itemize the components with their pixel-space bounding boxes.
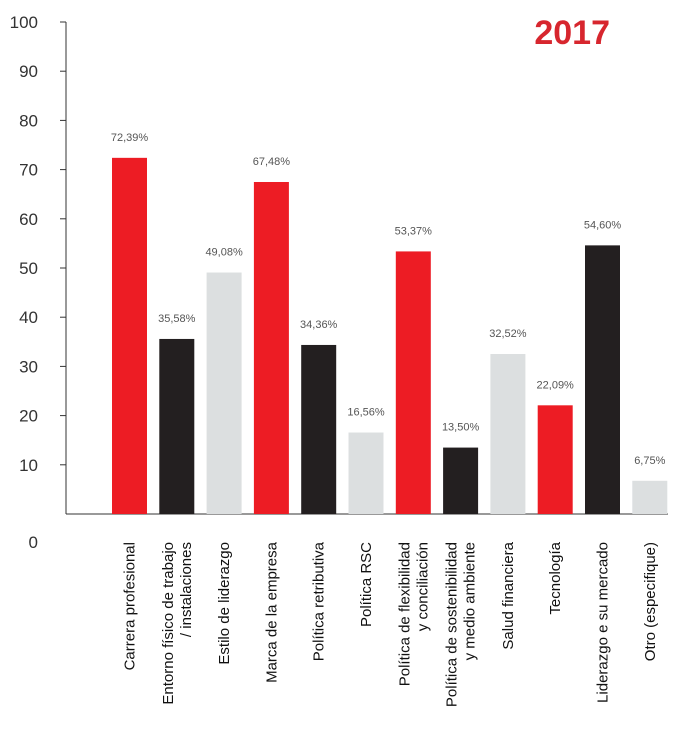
data-label: 6,75% [634,455,665,467]
category-label: Tecnología [547,541,564,614]
data-label: 35,58% [158,313,196,325]
category-label-line: Salud financiera [500,541,517,649]
category-label-line: y conciliación [414,542,431,631]
bar [159,338,195,514]
category-label: Política retributiva [311,541,328,661]
bars [112,157,668,515]
category-label-line: Otro (especifique) [642,542,659,661]
y-tick-label: 0 [29,533,38,552]
bar [206,272,242,514]
bar [443,447,479,514]
category-label: Otro (especifique) [642,542,659,661]
category-label: Estilo de liderazgo [216,542,233,665]
data-label: 34,36% [300,319,338,331]
y-tick-label: 20 [19,407,38,426]
category-label: Carrera profesional [122,542,139,670]
category-label-line: Tecnología [547,541,564,614]
category-label-line: Política retributiva [311,541,328,661]
chart-title: 2017 [534,14,610,52]
category-label-line: Marca de la empresa [263,541,280,683]
category-labels: Carrera profesional Entorno físico de tra… [122,541,659,707]
bar [348,432,384,514]
y-tick-label: 60 [19,210,38,229]
category-label-line: Política RSC [358,542,375,627]
y-tick-label: 100 [10,13,38,32]
bar [490,354,526,514]
category-label-line: Entorno físico de trabajo [160,542,177,705]
category-label-line: Liderazgo e su mercado [595,542,612,703]
bar [537,405,573,514]
category-label-line: Política de sostenibilidad [444,542,461,707]
category-label: Política de flexibilidad y conciliación [396,542,431,686]
y-tick-label: 40 [19,308,38,327]
category-label-line: Política de flexibilidad [396,542,413,686]
y-tick-label: 90 [19,62,38,81]
value-labels: 72,39% 35,58% 49,08% 67,48% 34,36% 16,56% 53,3… [111,132,666,467]
data-label: 54,60% [584,219,622,231]
bar [112,157,147,515]
bar [395,251,431,514]
data-label: 16,56% [347,407,385,419]
data-label: 49,08% [205,247,243,259]
bar [585,245,620,515]
y-tick-label: 70 [19,161,38,180]
category-label: Marca de la empresa [263,541,280,683]
category-label: Liderazgo e su mercado [595,542,612,703]
data-label: 72,39% [111,132,149,144]
y-tick-label: 50 [19,259,38,278]
data-label: 67,48% [253,156,291,168]
category-label-line: / instalaciones [178,542,195,637]
bar [253,181,289,514]
category-label-line: y medio ambiente [462,542,479,660]
data-label: 22,09% [537,379,575,391]
category-label: Entorno físico de trabajo / instalaciones [160,542,195,705]
y-tick-label: 30 [19,357,38,376]
y-tick-label: 80 [19,111,38,130]
category-label: Salud financiera [500,541,517,649]
y-tick-label: 10 [19,456,38,475]
bar [632,480,668,514]
category-label: Política RSC [358,542,375,627]
data-label: 32,52% [489,328,527,340]
data-label: 53,37% [395,225,433,237]
category-label-line: Carrera profesional [122,542,139,670]
category-label-line: Estilo de liderazgo [216,542,233,665]
data-label: 13,50% [442,422,480,434]
bar [301,344,337,514]
category-label: Política de sostenibilidad y medio ambien… [444,542,479,707]
